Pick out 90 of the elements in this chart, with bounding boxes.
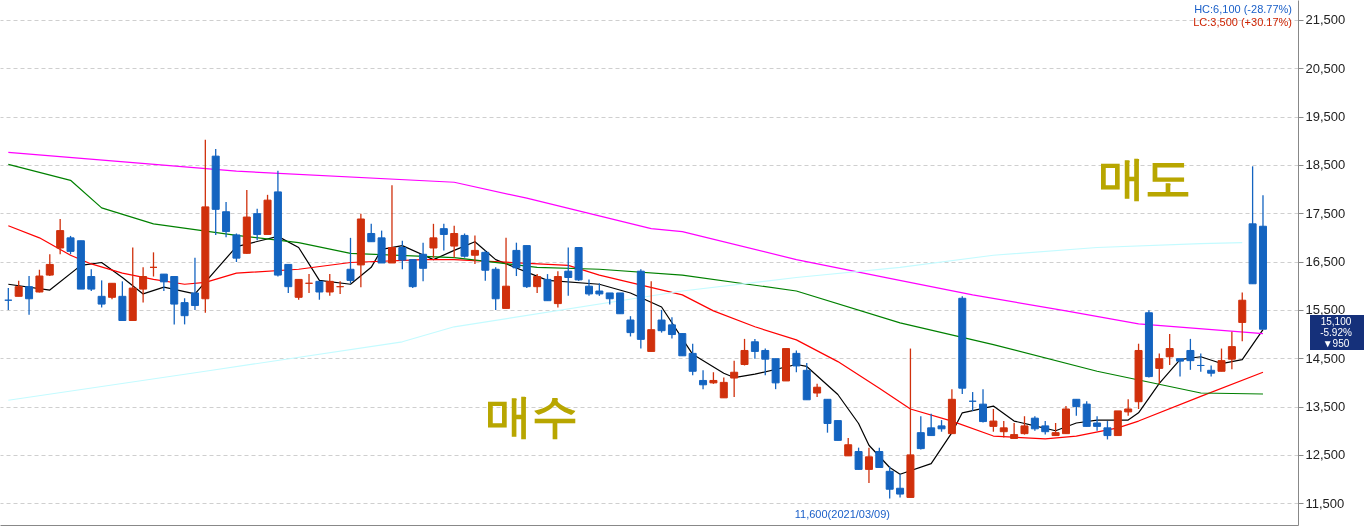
candlestick: [1227, 330, 1236, 370]
candlestick: [1176, 358, 1185, 378]
candlestick: [284, 263, 293, 294]
candlestick: [180, 297, 189, 326]
candlestick: [139, 266, 148, 304]
candlestick: [979, 388, 988, 424]
candlestick: [1165, 333, 1174, 366]
candlestick: [864, 447, 873, 484]
annotation: HC:6,100 (-28.77%): [1194, 3, 1292, 15]
candlestick: [232, 232, 241, 263]
candlestick: [564, 246, 573, 297]
candlestick: [1207, 364, 1216, 378]
candlestick: [1155, 352, 1164, 385]
y-tick-label: 15,500: [1305, 302, 1346, 318]
candlestick: [222, 201, 231, 239]
candlestick: [616, 292, 625, 315]
y-tick-label: 18,500: [1305, 157, 1346, 173]
candlestick: [885, 465, 894, 500]
candlestick: [502, 237, 511, 310]
line-series: [7, 225, 1264, 440]
candlestick: [460, 232, 469, 259]
candlestick: [916, 415, 925, 451]
candlestick: [315, 280, 324, 301]
y-tick-label: 21,500: [1305, 12, 1346, 28]
candlestick: [750, 338, 759, 360]
candlestick: [387, 184, 396, 264]
candlestick: [1186, 338, 1195, 371]
candlestick: [325, 273, 334, 297]
candlestick: [626, 315, 635, 338]
y-tick-label: 12,500: [1305, 447, 1346, 463]
candlestick: [346, 237, 355, 284]
y-tick-label: 14,500: [1305, 350, 1346, 366]
candlestick: [1093, 415, 1102, 432]
text: ▼950: [1322, 338, 1350, 349]
candlestick: [35, 269, 44, 294]
annotation: LC:3,500 (+30.17%): [1193, 16, 1292, 28]
annotation: 매수: [486, 390, 578, 442]
candlestick: [419, 242, 428, 282]
candlestick: [190, 257, 199, 311]
candlestick: [688, 343, 697, 376]
y-tick-label: 20,500: [1305, 60, 1346, 76]
candlestick: [253, 208, 262, 241]
candlestick: [25, 275, 34, 316]
text: 15,100: [1320, 316, 1352, 327]
candlestick: [429, 223, 438, 259]
line-series: [7, 235, 1264, 475]
text: -5.92%: [1320, 327, 1352, 338]
candlestick: [512, 242, 521, 277]
y-tick-label: 13,500: [1305, 399, 1346, 415]
candlestick: [730, 359, 739, 398]
candlestick: [833, 419, 842, 442]
candlestick: [481, 249, 490, 282]
candlestick: [1238, 291, 1247, 342]
candlestick: [740, 338, 749, 367]
candlestick: [1217, 347, 1226, 372]
candlestick: [1020, 415, 1029, 436]
candlestick: [761, 347, 770, 376]
candlestick: [294, 278, 303, 301]
line-series: [7, 151, 1264, 335]
candlestick: [1082, 400, 1091, 428]
candlestick: [792, 349, 801, 373]
candlestick: [657, 309, 666, 334]
candlestick: [66, 235, 75, 255]
candlestick: [989, 408, 998, 433]
y-tick-label: 19,500: [1305, 109, 1346, 125]
y-tick-label: 17,500: [1305, 205, 1346, 221]
candlestick: [450, 225, 459, 259]
y-tick-label: 16,500: [1305, 254, 1346, 270]
candlestick: [699, 369, 708, 390]
annotation: 11,600(2021/03/09): [794, 508, 890, 520]
candlestick: [854, 447, 863, 471]
candlestick: [678, 332, 687, 357]
candlestick: [1103, 420, 1112, 441]
candlestick: [719, 376, 728, 399]
candlestick: [533, 273, 542, 294]
candlestick: [398, 240, 407, 270]
candlestick: [87, 268, 96, 292]
candlestick: [97, 279, 106, 309]
annotation: 매도: [1099, 152, 1191, 204]
candlestick: [1010, 422, 1019, 440]
candlestick: [543, 273, 552, 302]
candlestick: [647, 280, 656, 353]
candlestick: [667, 316, 676, 340]
candlestick: [875, 447, 884, 469]
y-tick-label: 11,500: [1305, 495, 1345, 511]
candlestick: [927, 413, 936, 437]
candlestick: [56, 218, 65, 255]
candlestick: [896, 473, 905, 499]
candlestick: [439, 223, 448, 252]
candlestick: [470, 234, 479, 265]
